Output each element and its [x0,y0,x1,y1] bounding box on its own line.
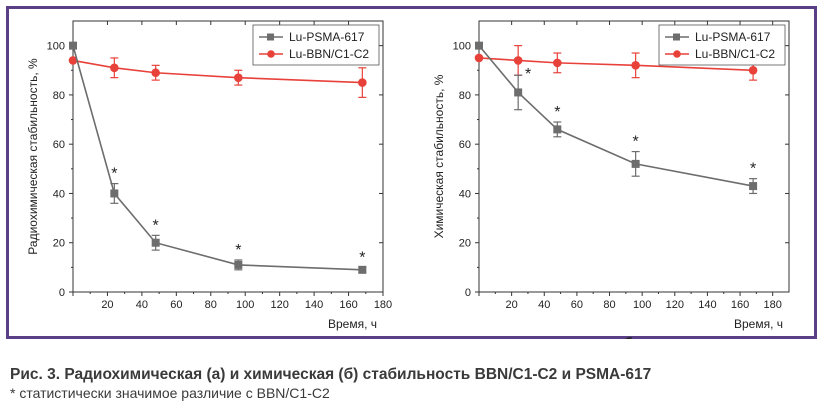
x-tick-label: 180 [764,299,782,311]
legend-label: Lu-BBN/C1-C2 [289,47,369,61]
data-point [631,159,640,168]
x-tick-label: 160 [339,299,357,311]
x-tick-label: 20 [506,299,518,311]
x-axis-title: Время, ч [734,317,783,331]
significance-marker: * [235,242,241,259]
chart-svg-b: 20 40 60 80 100 120 140 160 180 0 20 40 60 80 100 Время… [432,20,790,339]
panel-label: а [218,335,227,339]
x-tick-label: 60 [170,299,182,311]
data-point [553,58,562,68]
data-point [68,56,78,65]
x-tick-label: 20 [101,299,113,311]
significance-marker: * [750,161,756,178]
y-axis-title: Химическая стабильность, % [432,74,446,238]
data-point [749,182,758,191]
y-axis-title: Радиохимическая стабильность, % [26,58,40,255]
y-tick-label: 60 [53,139,65,151]
legend-marker [267,50,275,58]
significance-marker: * [554,104,560,121]
data-point [151,68,160,78]
significance-marker: * [111,166,117,183]
data-point [234,260,243,269]
significance-marker: * [525,66,531,83]
figure-frame: 20 40 60 80 100 120 140 160 180 0 20 40 60 80 100 Время… [6,6,817,339]
data-point [513,56,523,65]
y-tick-label: 80 [459,90,471,102]
x-tick-label: 80 [603,299,615,311]
legend-label: Lu-BBN/C1-C2 [695,47,775,61]
significance-marker: * [633,134,639,151]
series-line [478,45,754,187]
legend-marker [267,33,274,41]
data-point [110,189,119,198]
data-point [234,73,243,82]
significance-marker: * [153,217,159,234]
y-tick-label: 100 [453,41,471,53]
y-tick-label: 20 [459,238,471,250]
caption-title: Рис. 3. Радиохимическая (а) и химическая… [10,366,652,383]
y-tick-label: 100 [47,41,65,53]
legend-marker [673,33,680,41]
y-tick-label: 0 [59,287,65,299]
x-tick-label: 40 [538,299,550,311]
x-tick-label: 120 [270,299,288,311]
data-point [110,63,119,73]
data-point [475,41,483,50]
caption-note: * статистически значимое различие с BBN/… [10,385,330,401]
x-tick-label: 40 [136,299,148,311]
data-point [474,53,484,63]
data-point [151,238,160,247]
y-tick-label: 20 [53,238,65,250]
x-tick-label: 60 [571,299,583,311]
x-tick-label: 140 [305,299,323,311]
x-tick-label: 100 [633,299,651,311]
legend-label: Lu-PSMA-617 [289,30,365,44]
x-tick-label: 140 [698,299,716,311]
panel-label: б [623,335,632,339]
chart-panel-b: 20 40 60 80 100 120 140 160 180 0 20 40 60 80 100 Время… [417,9,817,339]
legend-marker [673,50,681,58]
plot-area [478,20,790,293]
x-axis-title: Время, ч [328,317,377,331]
legend-box [252,24,380,66]
legend-label: Lu-PSMA-617 [695,30,771,44]
y-tick-label: 40 [459,188,471,200]
x-tick-label: 180 [374,299,392,311]
significance-marker: * [359,249,365,266]
data-point [553,125,562,134]
x-tick-label: 120 [666,299,684,311]
y-tick-label: 40 [53,188,65,200]
x-tick-label: 160 [731,299,749,311]
data-point [748,65,758,75]
chart-svg-a: 20 40 60 80 100 120 140 160 180 0 20 40 60 80 100 Время… [26,20,392,339]
x-tick-label: 80 [205,299,217,311]
data-point [69,41,77,50]
figure-caption: Рис. 3. Радиохимическая (а) и химическая… [10,365,820,402]
data-point [514,88,523,97]
y-tick-label: 60 [459,139,471,151]
chart-panel-a: 20 40 60 80 100 120 140 160 180 0 20 40 60 80 100 Время… [11,9,411,339]
x-tick-label: 100 [236,299,254,311]
data-point [358,265,367,274]
legend-box [658,24,786,66]
y-tick-label: 80 [53,90,65,102]
series-line [72,45,363,271]
data-point [631,61,640,70]
data-point [358,78,367,87]
y-tick-label: 0 [465,287,471,299]
